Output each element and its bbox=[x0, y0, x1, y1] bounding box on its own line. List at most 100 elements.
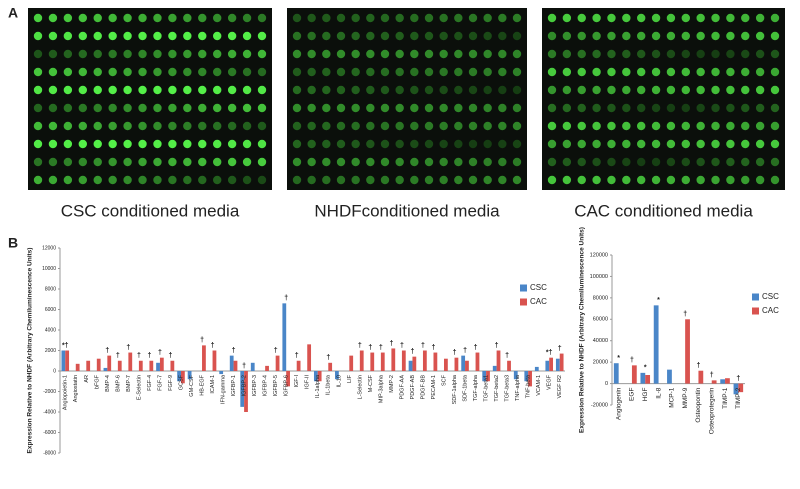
array-spot bbox=[183, 175, 192, 185]
array-spot bbox=[577, 139, 586, 149]
array-spot bbox=[33, 103, 43, 113]
array-spot bbox=[123, 85, 132, 95]
significance-mark: † bbox=[432, 344, 436, 351]
array-spot bbox=[512, 31, 522, 41]
bar bbox=[733, 383, 739, 395]
array-spot bbox=[424, 139, 434, 149]
array-spot bbox=[547, 13, 557, 23]
array-spot bbox=[292, 103, 302, 113]
array-spot bbox=[168, 67, 177, 77]
array-spot bbox=[651, 13, 661, 23]
bar bbox=[328, 362, 333, 371]
array-spot bbox=[410, 85, 419, 95]
array-spot bbox=[322, 139, 331, 149]
bar bbox=[349, 355, 354, 371]
array-spot bbox=[183, 49, 192, 59]
array-spot bbox=[168, 139, 177, 149]
array-spot bbox=[547, 157, 557, 167]
bar bbox=[359, 350, 364, 371]
array-spot bbox=[351, 49, 360, 59]
array-spot bbox=[741, 139, 750, 149]
array-spot bbox=[770, 85, 780, 95]
array-spot bbox=[168, 13, 177, 23]
significance-mark: † bbox=[274, 347, 278, 354]
bar bbox=[170, 360, 175, 371]
array-spot bbox=[48, 103, 58, 113]
array-spot bbox=[33, 139, 43, 149]
x-tick-label: Osteoprotegerin bbox=[708, 387, 715, 434]
array-spot bbox=[395, 121, 404, 131]
array-spot bbox=[512, 85, 522, 95]
array-spot bbox=[726, 121, 735, 131]
array-spot bbox=[366, 31, 375, 41]
array-spot bbox=[607, 49, 616, 59]
x-tick-label: TNF-beta bbox=[526, 374, 532, 398]
array-spot bbox=[547, 139, 557, 149]
array-spot bbox=[726, 175, 735, 185]
array-spot bbox=[198, 13, 207, 23]
x-tick-label: ICAM-1 bbox=[210, 375, 216, 394]
array-spot bbox=[227, 85, 237, 95]
array-spot bbox=[33, 121, 43, 131]
bar bbox=[555, 358, 560, 371]
array-spot bbox=[366, 103, 375, 113]
significance-mark: † bbox=[211, 342, 215, 349]
array-spot bbox=[439, 121, 448, 131]
array-spot bbox=[93, 67, 102, 77]
array-spot bbox=[562, 121, 572, 131]
array-spot bbox=[770, 157, 780, 167]
array-spot bbox=[366, 139, 375, 149]
array-spot bbox=[770, 139, 780, 149]
bar bbox=[545, 360, 550, 371]
x-tick-label: FGF-9 bbox=[168, 375, 174, 391]
significance-mark: † bbox=[200, 337, 204, 344]
array-spot bbox=[439, 175, 448, 185]
bar bbox=[156, 362, 160, 371]
array-spot bbox=[48, 139, 58, 149]
bar bbox=[486, 371, 490, 382]
array-spot bbox=[592, 31, 601, 41]
x-tick-label: IGFBP-2 bbox=[242, 375, 248, 396]
array-spot bbox=[741, 13, 750, 23]
array-spot bbox=[666, 175, 676, 185]
array-spot bbox=[741, 157, 750, 167]
bar bbox=[725, 378, 730, 384]
array-spot bbox=[696, 67, 705, 77]
array-spot bbox=[138, 67, 147, 77]
bar bbox=[117, 360, 122, 371]
y-axis-title: Expression Relative to NHDF (Arbitrary C… bbox=[27, 248, 34, 454]
array-spot bbox=[439, 31, 448, 41]
bar bbox=[645, 375, 651, 384]
significance-mark: † bbox=[710, 372, 714, 379]
array-spot bbox=[681, 139, 690, 149]
array-spot bbox=[380, 103, 390, 113]
array-spot bbox=[741, 31, 750, 41]
array-spot bbox=[257, 85, 267, 95]
array-spot bbox=[351, 85, 360, 95]
bar bbox=[738, 383, 744, 393]
array-spot bbox=[468, 31, 478, 41]
array-spot bbox=[242, 157, 252, 167]
array-spot bbox=[48, 157, 58, 167]
legend-label: CAC bbox=[530, 297, 547, 306]
significance-mark: † bbox=[389, 340, 393, 347]
y-tick-label: 2000 bbox=[45, 348, 56, 354]
significance-mark: † bbox=[326, 355, 330, 362]
array-spot bbox=[123, 175, 132, 185]
array-spot bbox=[292, 49, 302, 59]
bar bbox=[65, 350, 70, 371]
array-spot bbox=[622, 31, 631, 41]
array-spot bbox=[681, 31, 690, 41]
array-spot bbox=[198, 67, 207, 77]
array-spot bbox=[257, 13, 267, 23]
y-tick-label: -20000 bbox=[591, 402, 608, 408]
array-spot bbox=[322, 103, 331, 113]
array-spot bbox=[168, 31, 177, 41]
array-spot bbox=[307, 175, 316, 185]
bar bbox=[180, 371, 185, 384]
array-spot bbox=[336, 85, 346, 95]
x-tick-label: Angiopoietin-1 bbox=[63, 375, 69, 410]
significance-mark: † bbox=[474, 344, 478, 351]
array-spot bbox=[424, 31, 434, 41]
array-spot bbox=[242, 67, 252, 77]
